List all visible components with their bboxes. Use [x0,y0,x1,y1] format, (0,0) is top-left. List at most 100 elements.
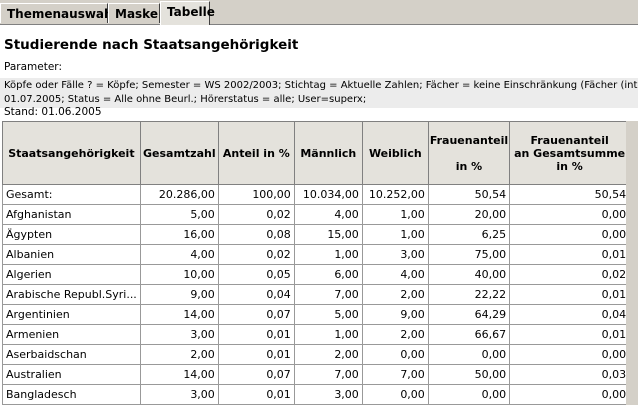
table-cell: 6,00 [293,264,363,285]
table-cell: 14,00 [139,364,219,385]
table-cell: 3,00 [361,244,429,265]
table-cell: 14,00 [139,304,219,325]
scrollbar[interactable] [626,121,638,405]
table-cell: 0,00 [509,204,631,225]
table-cell: 0,04 [509,304,631,325]
table-cell: 6,25 [427,224,511,245]
table-cell: 3,00 [139,384,219,405]
table-cell: 2,00 [361,284,429,305]
table-cell: 0,02 [217,244,295,265]
table-row: Algerien 10,00 0,05 6,00 4,00 40,00 0,02 [2,264,631,285]
table-cell: 10,00 [139,264,219,285]
table-cell: 0,01 [509,284,631,305]
parameter-box: Köpfe oder Fälle ? = Köpfe; Semester = W… [0,78,638,108]
table-cell: 0,08 [217,224,295,245]
table-cell: Albanien [2,244,141,265]
table-row: Albanien 4,00 0,02 1,00 3,00 75,00 0,01 [2,244,631,265]
table-cell: 50,54 [509,184,631,205]
table-cell: 0,00 [427,344,511,365]
data-table: Staatsangehörigkeit Gesamtzahl Anteil in %… [2,121,631,405]
table-cell: 10.034,00 [293,184,363,205]
table-cell: 9,00 [361,304,429,325]
table-cell: Ägypten [2,224,141,245]
table-cell: 0,07 [217,304,295,325]
parameter-line: Köpfe oder Fälle ? = Köpfe; Semester = W… [4,80,638,91]
table-cell: 40,00 [427,264,511,285]
table-cell: 100,00 [217,184,295,205]
table-cell: 3,00 [293,384,363,405]
table-cell: 4,00 [139,244,219,265]
table-cell: 0,01 [509,324,631,345]
title: Studierende nach Staatsangehörigkeit [4,37,299,53]
header-cell: Anteil in % [217,121,295,185]
table-cell: 7,00 [361,364,429,385]
table-cell: 0,00 [361,384,429,405]
table-cell: 1,00 [293,324,363,345]
table-cell: 7,00 [293,284,363,305]
header-row: Staatsangehörigkeit Gesamtzahl Anteil in %… [2,121,631,185]
header-cell: Männlich [293,121,363,185]
table-cell: 0,02 [509,264,631,285]
table-cell: 0,00 [509,224,631,245]
table-cell: 4,00 [293,204,363,225]
tab-bar: Themenauswahl Maske Tabelle [0,0,638,25]
header-cell: Weiblich [361,121,429,185]
parameter-line: 01.07.2005; Status = Alle ohne Beurl.; H… [4,94,367,105]
table-cell: 50,00 [427,364,511,385]
stand: Stand: 01.06.2005 [4,106,102,118]
table-cell: 0,02 [217,204,295,225]
table-cell: Afghanistan [2,204,141,225]
table-row: Ägypten 16,00 0,08 15,00 1,00 6,25 0,00 [2,224,631,245]
table-cell: 0,00 [427,384,511,405]
table-cell: 5,00 [139,204,219,225]
table-cell: 7,00 [293,364,363,385]
table-row: Gesamt: 20.286,00 100,00 10.034,00 10.252,00… [2,184,631,205]
table-cell: 75,00 [427,244,511,265]
table-cell: Aserbaidschan [2,344,141,365]
table-cell: 5,00 [293,304,363,325]
table-cell: Argentinien [2,304,141,325]
table-cell: 0,01 [509,244,631,265]
table-cell: 20.286,00 [139,184,219,205]
table-row: Argentinien 14,00 0,07 5,00 9,00 64,29 0,04 [2,304,631,325]
table-cell: Algerien [2,264,141,285]
table-row: Bangladesch 3,00 0,01 3,00 0,00 0,00 0,00 [2,384,631,405]
table-cell: 0,00 [361,344,429,365]
table-cell: 50,54 [427,184,511,205]
table-cell: 0,01 [217,384,295,405]
tab[interactable]: Themenauswahl [0,3,117,23]
table-cell: 0,00 [509,344,631,365]
table-cell: 0,04 [217,284,295,305]
table-cell: 10.252,00 [361,184,429,205]
table-cell: 3,00 [139,324,219,345]
table-cell: 4,00 [361,264,429,285]
table-row: Aserbaidschan 2,00 0,01 2,00 0,00 0,00 0,00 [2,344,631,365]
table-row: Arabische Republ.Syri... 9,00 0,04 7,00 2,00… [2,284,631,305]
table-cell: 1,00 [361,224,429,245]
table-cell: Australien [2,364,141,385]
table-cell: 0,07 [217,364,295,385]
table-cell: 66,67 [427,324,511,345]
table-body: Gesamt: 20.286,00 100,00 10.034,00 10.252,00… [2,184,631,405]
table-cell: 2,00 [139,344,219,365]
table-cell: 1,00 [361,204,429,225]
table-cell: 20,00 [427,204,511,225]
header-cell: Frauenanteil an Gesamtsumme in % [509,121,631,185]
table-cell: 16,00 [139,224,219,245]
table-cell: 2,00 [293,344,363,365]
table-cell: 1,00 [293,244,363,265]
tab-active[interactable]: Tabelle [160,1,215,25]
table-cell: 0,01 [217,344,295,365]
table-cell: 2,00 [361,324,429,345]
table-cell: 0,00 [509,384,631,405]
table-cell: Bangladesch [2,384,141,405]
table-cell: 64,29 [427,304,511,325]
table-row: Australien 14,00 0,07 7,00 7,00 50,00 0,03 [2,364,631,385]
tab[interactable]: Maske [108,3,160,23]
table-cell: 9,00 [139,284,219,305]
header-cell: Staatsangehörigkeit [2,121,141,185]
header-cell: Frauenanteil in % [427,121,511,185]
header-cell: Gesamtzahl [139,121,219,185]
table-row: Afghanistan 5,00 0,02 4,00 1,00 20,00 0,00 [2,204,631,225]
